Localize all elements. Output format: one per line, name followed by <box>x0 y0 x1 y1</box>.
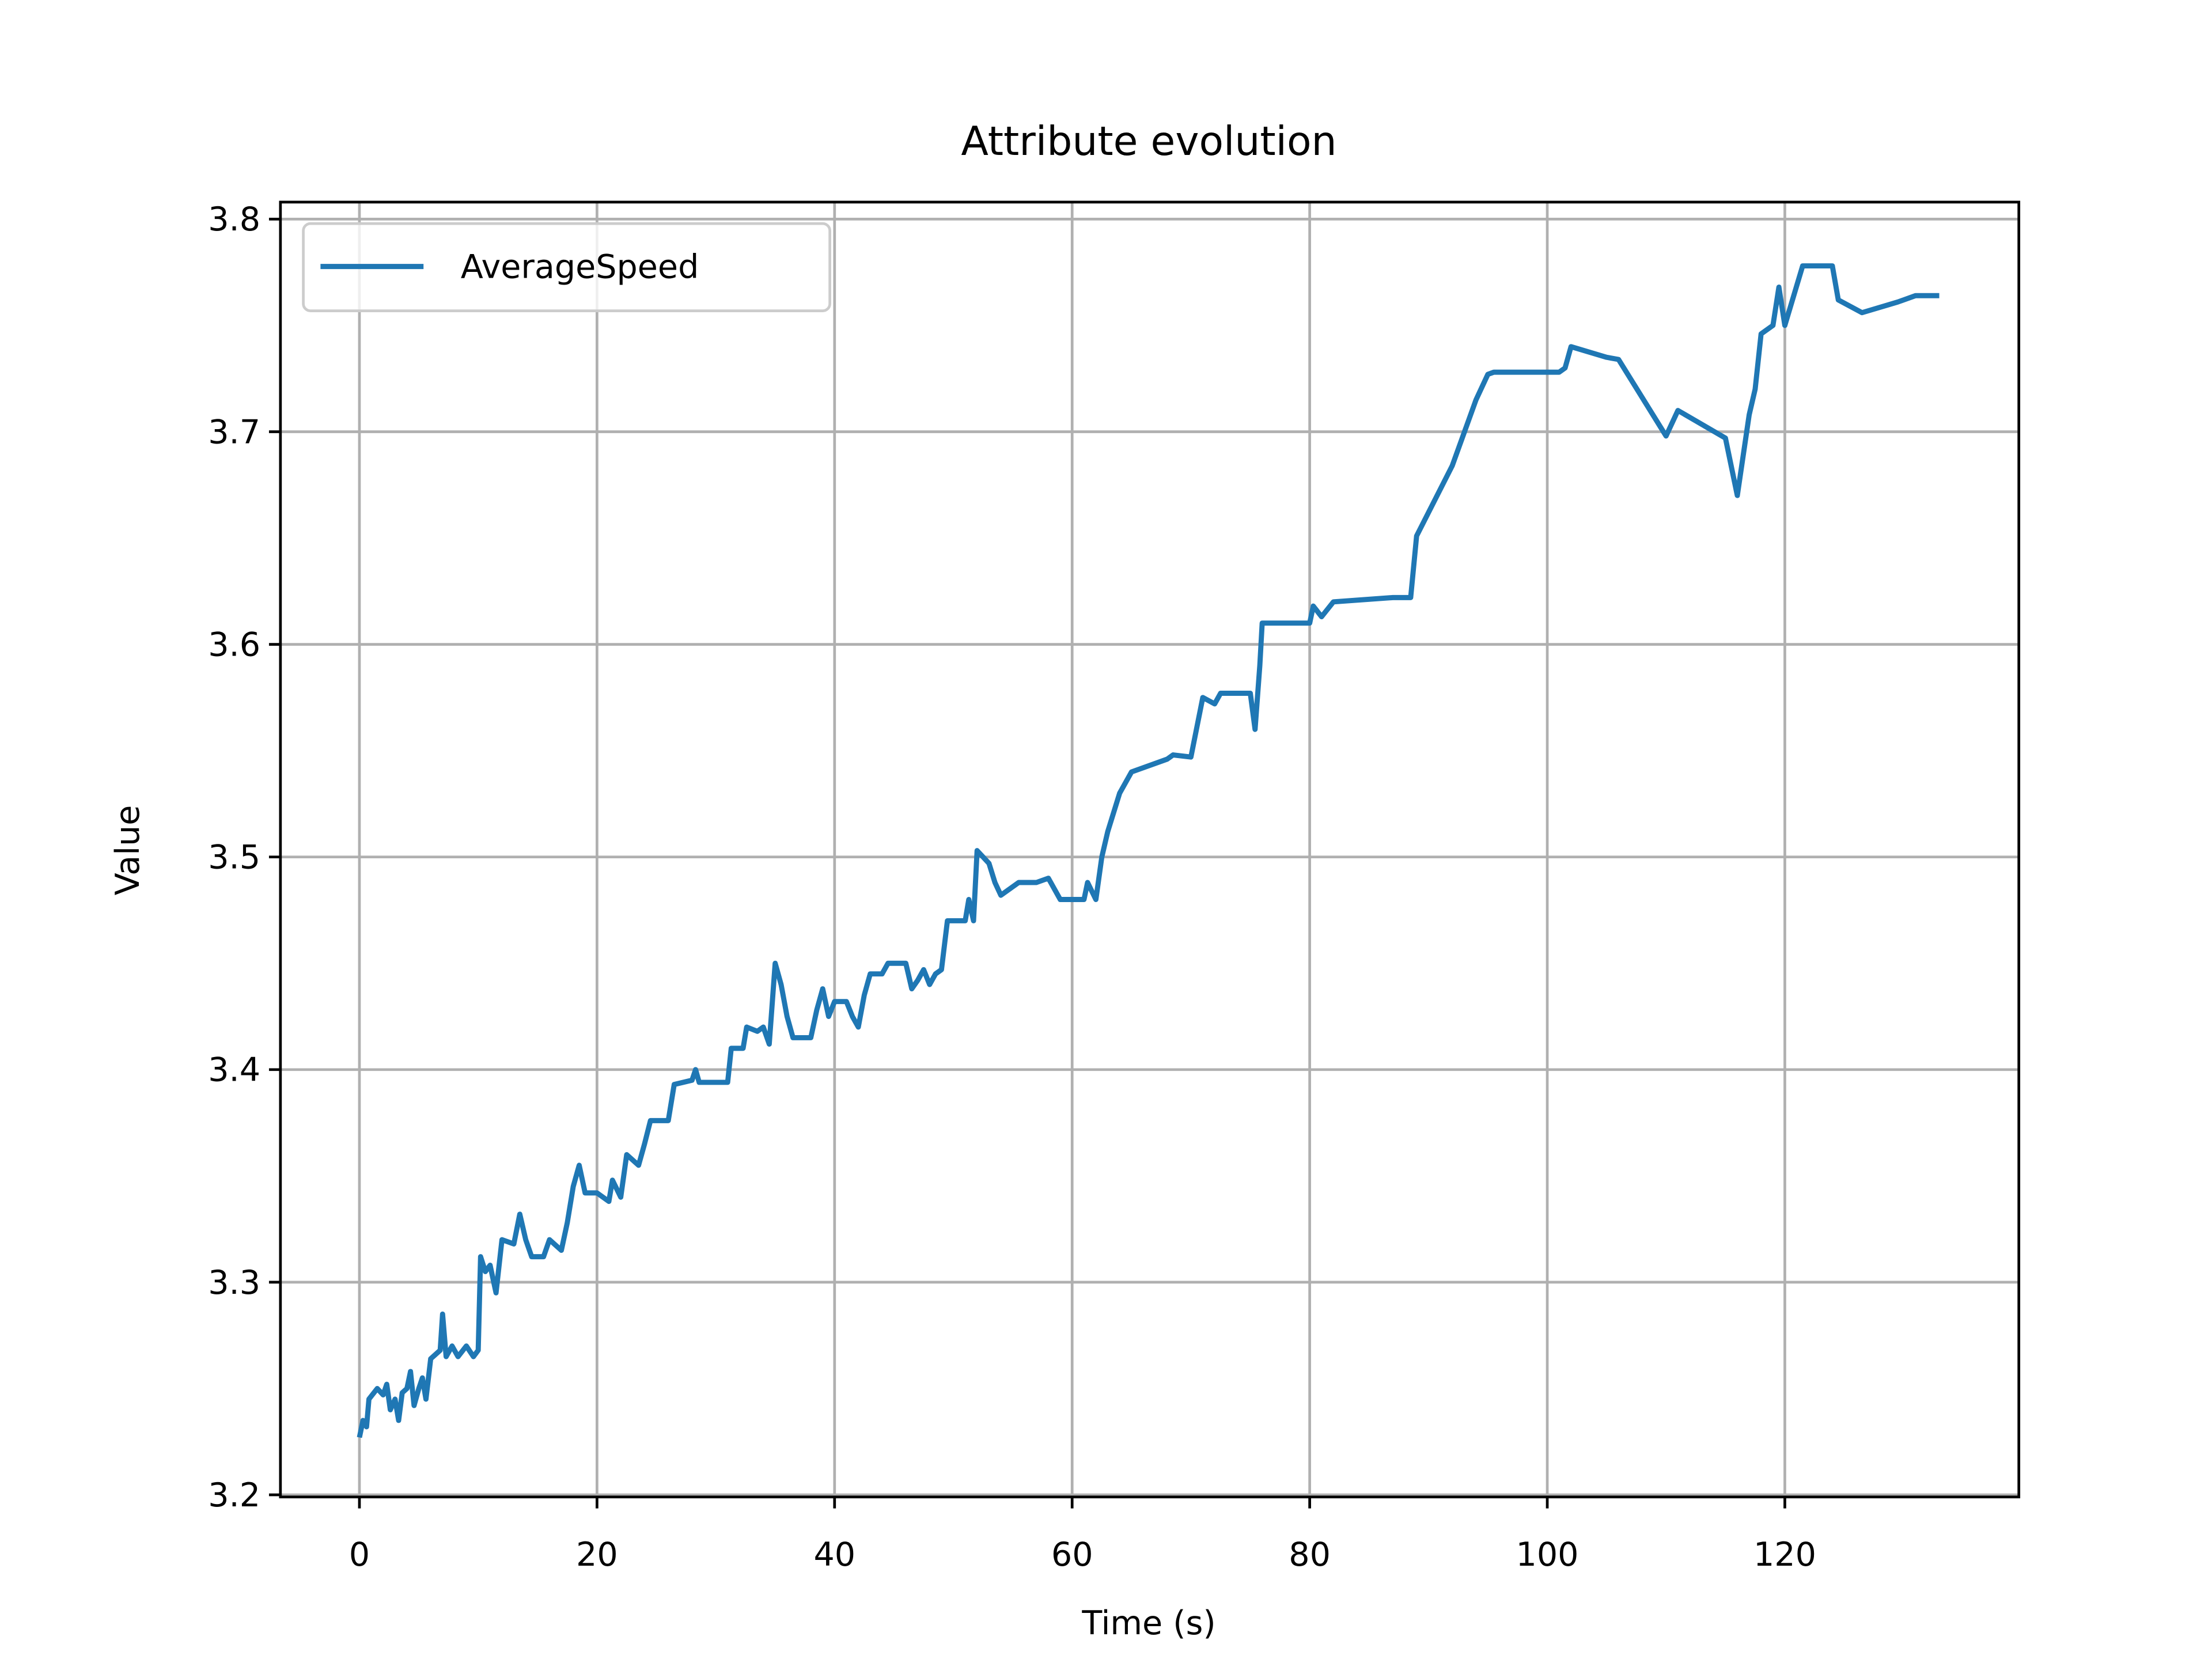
x-tick-label: 60 <box>1051 1536 1093 1574</box>
x-tick-label: 20 <box>576 1536 618 1574</box>
y-tick-label: 3.6 <box>208 626 260 664</box>
y-tick-label: 3.4 <box>208 1051 260 1089</box>
y-tick-label: 3.8 <box>208 200 260 238</box>
y-tick-label: 3.3 <box>208 1264 260 1302</box>
x-tick-label: 100 <box>1516 1536 1579 1574</box>
x-tick-label: 40 <box>813 1536 855 1574</box>
legend-box <box>302 222 831 312</box>
y-axis-label: Value <box>109 805 147 896</box>
legend-label: AverageSpeed <box>461 248 699 286</box>
legend: AverageSpeed <box>302 222 831 312</box>
x-axis-label: Time (s) <box>1081 1604 1215 1642</box>
data-line <box>357 263 1940 1438</box>
y-tick-label: 3.7 <box>208 413 260 451</box>
chart-title: Attribute evolution <box>961 118 1336 165</box>
plot-frame <box>279 200 2021 1499</box>
y-tick-label: 3.5 <box>208 839 260 877</box>
x-tick-label: 0 <box>349 1536 370 1574</box>
x-tick-label: 80 <box>1289 1536 1331 1574</box>
y-tick-label: 3.2 <box>208 1476 260 1514</box>
x-tick-label: 120 <box>1753 1536 1816 1574</box>
